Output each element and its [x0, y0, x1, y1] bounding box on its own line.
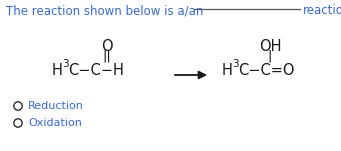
Text: Oxidation: Oxidation [28, 118, 82, 128]
Text: O: O [101, 39, 113, 54]
Text: C−C=O: C−C=O [238, 63, 295, 78]
Text: H: H [52, 63, 63, 78]
Text: 3: 3 [232, 59, 239, 69]
Text: reaction.: reaction. [303, 4, 341, 17]
Text: OH: OH [259, 39, 281, 54]
Text: |: | [268, 50, 272, 63]
Text: Reduction: Reduction [28, 101, 84, 111]
Text: ||: || [103, 50, 112, 63]
Text: The reaction shown below is a/an: The reaction shown below is a/an [6, 4, 203, 17]
Text: 3: 3 [62, 59, 69, 69]
Text: H: H [222, 63, 233, 78]
Text: C−C−H: C−C−H [68, 63, 124, 78]
